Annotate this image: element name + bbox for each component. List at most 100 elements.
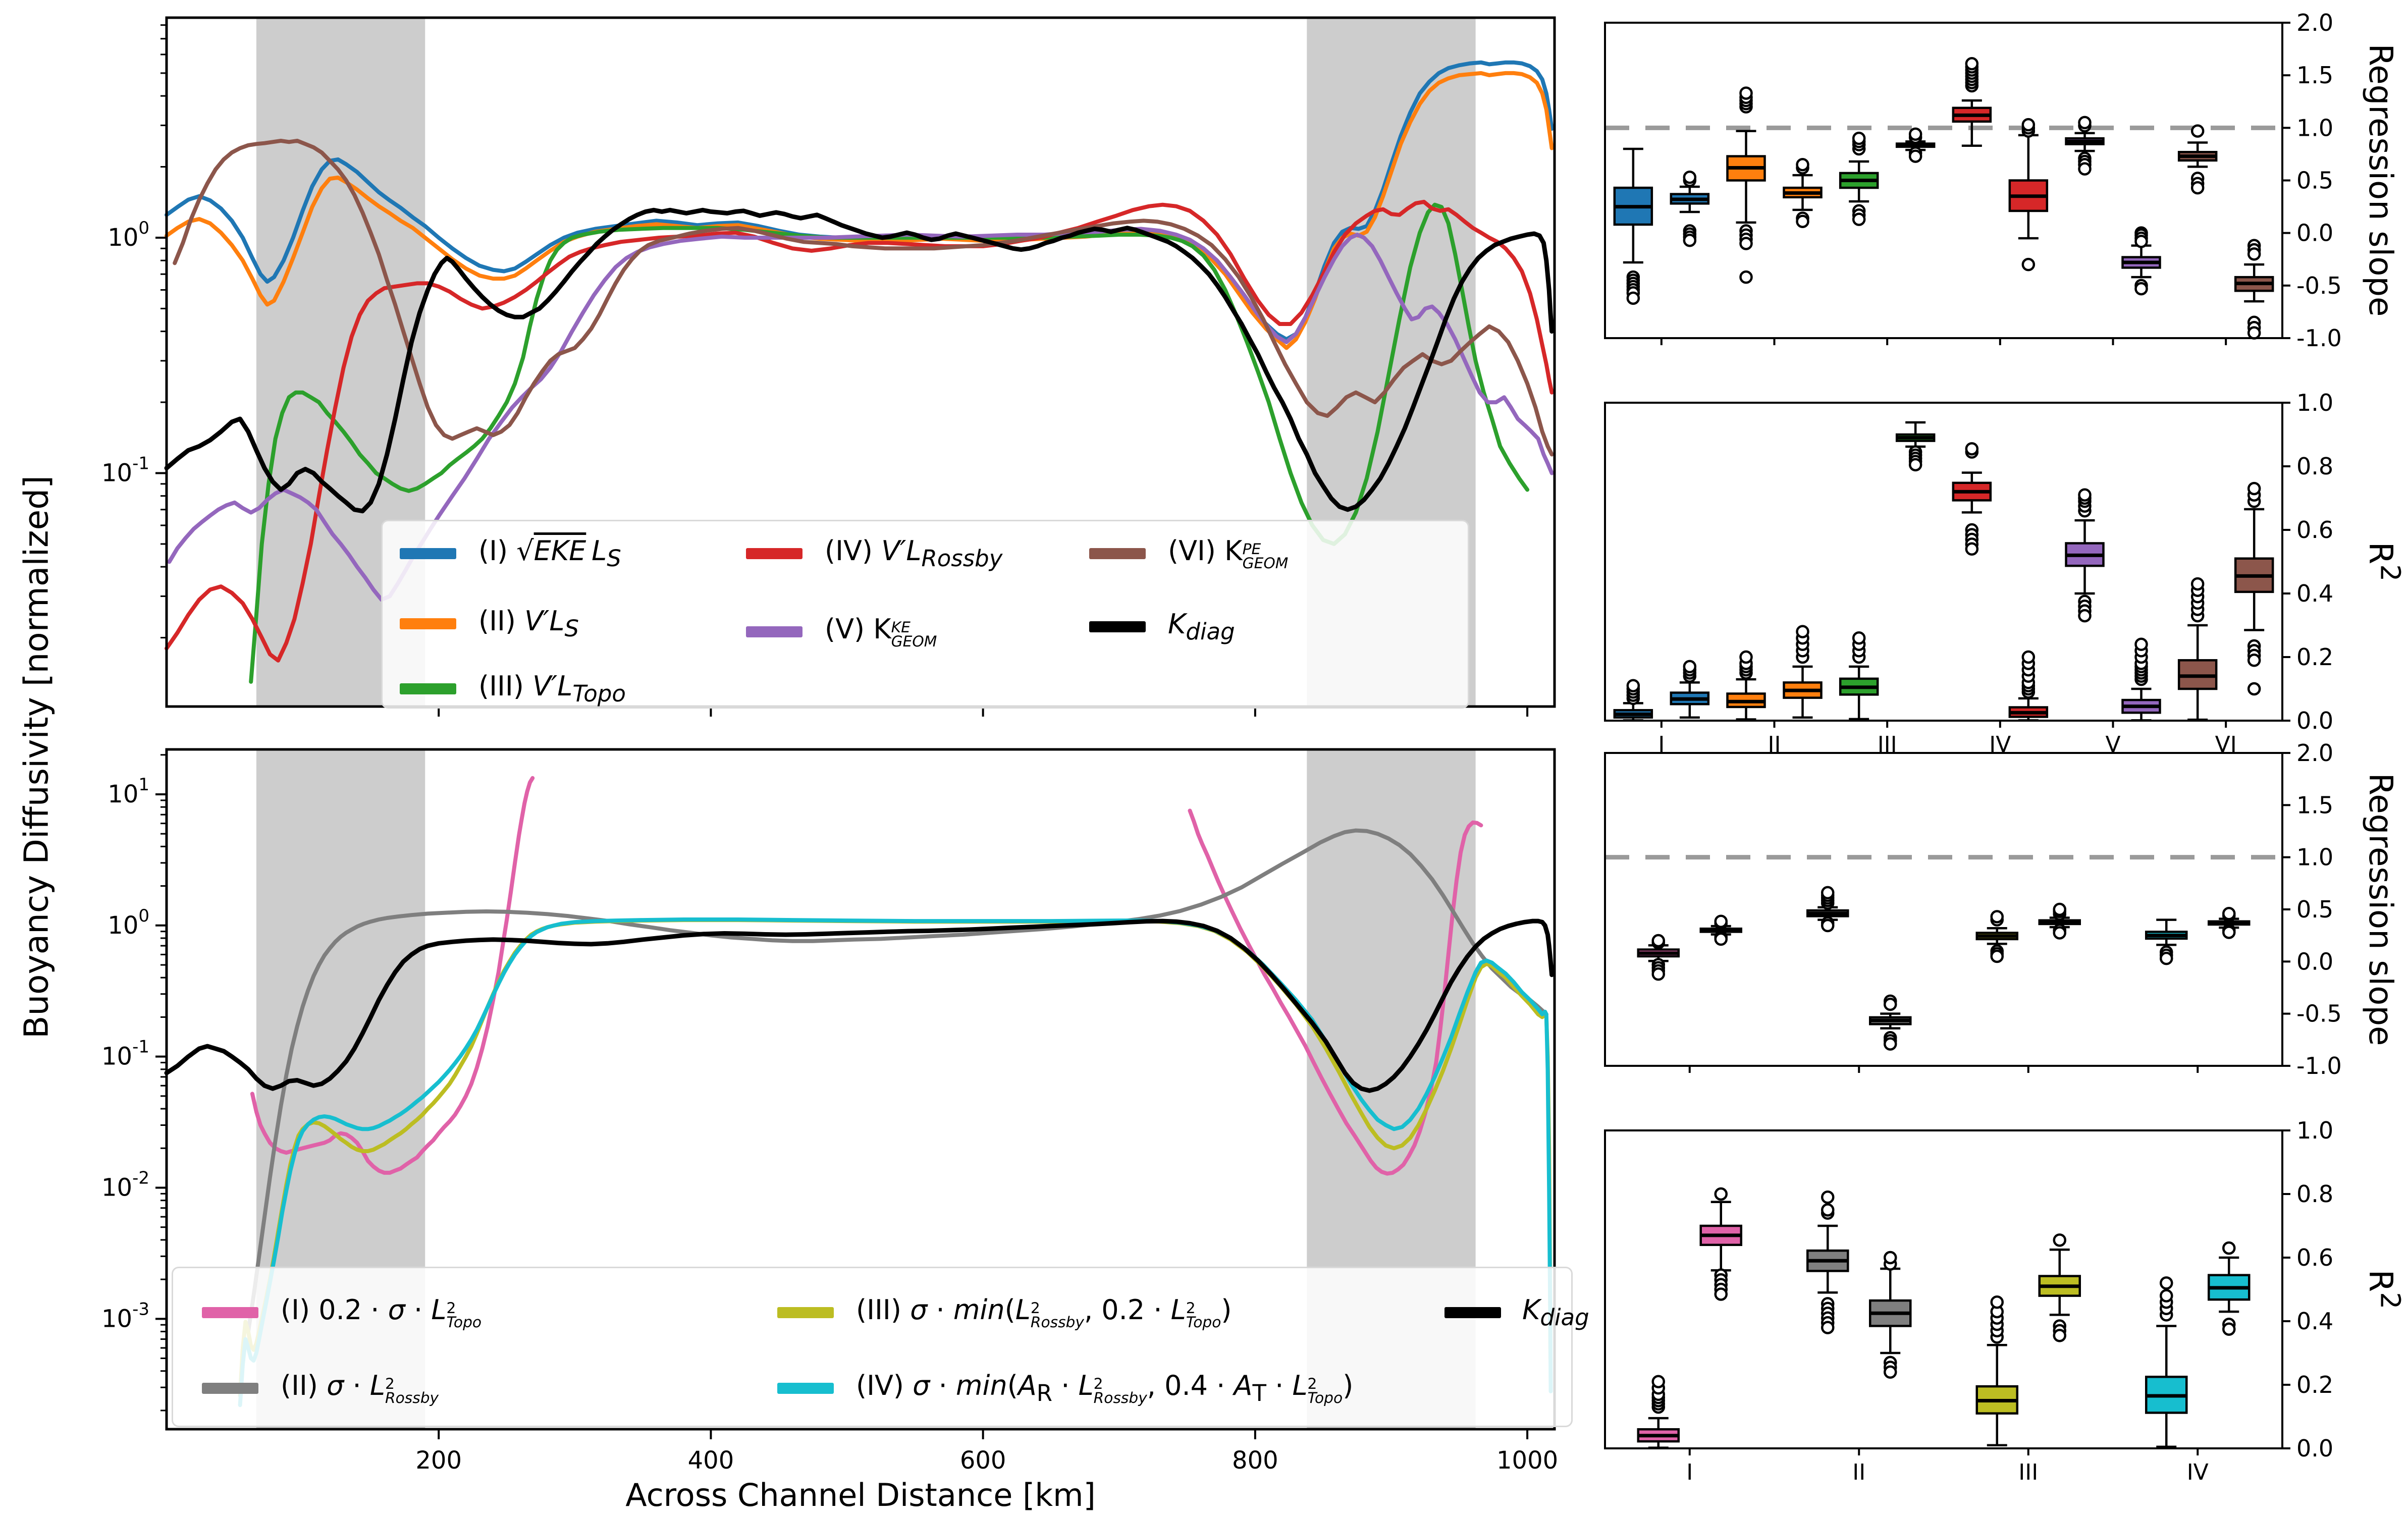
- outlier: [1965, 442, 1979, 456]
- outlier: [2222, 1322, 2236, 1336]
- box-I-2: [1699, 1187, 1742, 1301]
- category-label: II: [1852, 1459, 1865, 1485]
- legend-bottom-label-1: (II) σ · L 2 Rossby: [281, 1370, 439, 1407]
- outlier: [2078, 162, 2092, 176]
- box-III-2: [1895, 421, 1936, 472]
- outlier: [2247, 481, 2261, 496]
- outlier: [1626, 291, 1640, 305]
- slope-top: 2.0 1.5 1.0 0.5 0.0 -0.5 -1.0: [1604, 9, 2342, 352]
- outlier: [2222, 907, 2236, 920]
- outlier: [1821, 1203, 1835, 1217]
- outlier: [2021, 650, 2036, 664]
- outlier: [1651, 934, 1665, 948]
- y-tick-label: 10-2: [101, 1168, 149, 1202]
- outlier: [1965, 542, 1979, 556]
- series-K-diag-bottom: [164, 918, 1555, 1093]
- top-lines: 10-1 100: [101, 16, 1556, 717]
- series-sigma-Ltopo2: [250, 776, 535, 1175]
- r2-top: I II III IV V VI1.00.80.60.40.20.0: [1604, 389, 2333, 757]
- outlier: [2053, 926, 2066, 940]
- outlier: [2160, 1276, 2173, 1290]
- outlier: [1990, 1295, 2004, 1309]
- legend-bottom-swatch-2: [777, 1307, 834, 1318]
- axes-frame: [1604, 752, 2283, 1067]
- legend-top-label-4: (V) K KE GEOM: [825, 613, 937, 651]
- x-tick-label: 400: [688, 1446, 734, 1475]
- outlier: [1908, 127, 1922, 141]
- outlier: [1796, 214, 1809, 228]
- series-VpLrossby: [165, 199, 1554, 663]
- legend-bottom-swatch-0: [202, 1307, 258, 1318]
- y-tick-label: 10-1: [101, 1037, 149, 1071]
- box-II-2: [1869, 1251, 1912, 1379]
- shared-y-axis-label: Buoyancy Diffusivity [normalized]: [17, 475, 56, 1039]
- y-tick-label: 100: [108, 906, 149, 940]
- box-IV-1: [1952, 57, 1992, 147]
- legend-bottom-swatch-4: [1444, 1307, 1501, 1318]
- box-I-1: [1613, 147, 1653, 305]
- outlier: [2053, 1329, 2066, 1342]
- outlier: [2134, 282, 2148, 296]
- series-sigma-Ltopo2: [1188, 808, 1483, 1176]
- legend-top-swatch-2: [400, 683, 456, 694]
- outlier: [1739, 86, 1753, 100]
- outlier: [1990, 910, 2004, 924]
- legend-top-label-3: (IV) V′LRossby: [825, 535, 1003, 572]
- category-label: IV: [2187, 1459, 2209, 1485]
- box-V-2: [2121, 637, 2161, 722]
- outlier: [1884, 1037, 1897, 1051]
- y-tick-label: 10-3: [101, 1299, 149, 1333]
- category-label: I: [1686, 1459, 1693, 1485]
- box-II-2: [1869, 994, 1912, 1051]
- y-tick-label: 10-1: [101, 453, 149, 487]
- outlier: [2053, 1233, 2066, 1247]
- legend-top-label-2: (III) V′LTopo: [478, 670, 626, 707]
- box-III-2: [2038, 1233, 2081, 1342]
- y-tick-label: -1.0: [2296, 1052, 2342, 1079]
- y-tick-label: 100: [108, 218, 149, 252]
- y-tick-label: 1.5: [2296, 791, 2333, 819]
- outlier: [1908, 458, 1922, 472]
- box-IV-2: [2008, 650, 2049, 722]
- outlier: [2190, 577, 2205, 591]
- outlier: [1965, 57, 1979, 71]
- slope-bottom-axis-title: Regression slope: [2362, 773, 2399, 1046]
- x-axis-label: Across Channel Distance [km]: [625, 1477, 1096, 1513]
- category-label: I: [1658, 732, 1665, 757]
- legend-top-swatch-6: [1089, 621, 1146, 632]
- box-I-1: [1637, 934, 1680, 981]
- outlier: [1852, 631, 1866, 645]
- x-tick-label: 1000: [1496, 1446, 1558, 1475]
- outlier: [1739, 650, 1753, 664]
- category-label: III: [2018, 1459, 2038, 1485]
- y-tick-label: 0.8: [2296, 453, 2333, 480]
- legend-top-label-6: Kdiag: [1168, 608, 1235, 645]
- legend-bottom-swatch-3: [777, 1383, 834, 1394]
- outlier: [2222, 926, 2236, 939]
- box-VI-1: [2177, 577, 2218, 721]
- y-tick-label: 0.4: [2296, 1308, 2333, 1335]
- y-tick-label: 0.5: [2296, 896, 2333, 923]
- box-IV-1: [2145, 918, 2188, 965]
- y-tick-label: 0.0: [2296, 707, 2333, 734]
- box-VI-2: [2234, 481, 2274, 696]
- y-tick-label: 0.6: [2296, 516, 2333, 544]
- box-II-2: [1783, 625, 1823, 719]
- y-tick-label: 2.0: [2296, 739, 2333, 767]
- box-VI-2: [2234, 239, 2274, 340]
- series-K-PE-GEOM: [173, 138, 1554, 457]
- legend-top-swatch-3: [746, 548, 802, 559]
- y-tick-label: 1.0: [2296, 114, 2333, 141]
- y-tick-label: 0.6: [2296, 1244, 2333, 1271]
- box-III-1: [1839, 631, 1879, 721]
- outlier: [1884, 1365, 1897, 1379]
- r2-bottom: I II III IV1.00.80.60.40.20.0: [1604, 1117, 2333, 1485]
- box-III-2: [1895, 127, 1936, 163]
- outlier: [2247, 247, 2261, 261]
- legend-top-swatch-0: [400, 548, 456, 559]
- outlier: [1821, 1190, 1835, 1204]
- box-II-1: [1806, 1190, 1849, 1334]
- box-VI-1: [2177, 124, 2218, 195]
- y-tick-label: 0.0: [2296, 1435, 2333, 1462]
- box-IV-1: [1952, 442, 1992, 556]
